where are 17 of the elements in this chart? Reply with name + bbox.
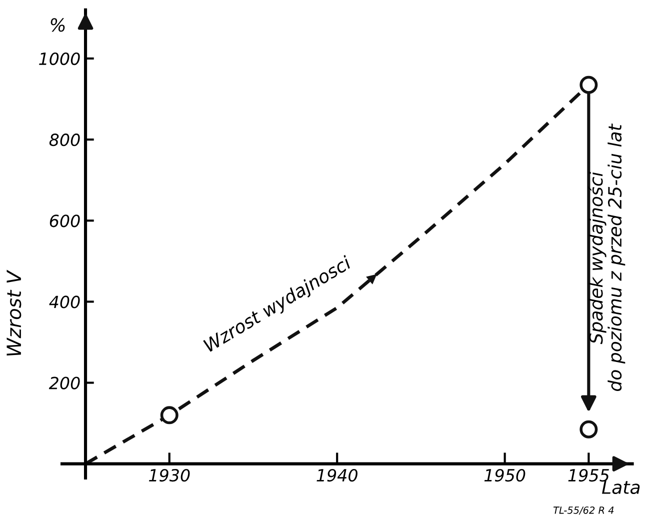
x-tick-label: 1930 <box>148 468 190 482</box>
x-axis-title: Lata <box>602 480 640 494</box>
x-tick-label: 1955 <box>568 468 609 482</box>
point <box>580 420 598 438</box>
y-tick-label: 600 <box>50 214 80 228</box>
annotation: Spadek wydajności do poziomu z przed 25-ciu lat <box>588 124 626 392</box>
point <box>160 406 178 424</box>
x-tick-label: 1950 <box>484 468 526 482</box>
annotation: % <box>50 18 65 32</box>
point <box>580 76 598 94</box>
y-tick-label: 800 <box>49 134 80 146</box>
text: TL-55/62 R 4 <box>553 506 614 515</box>
x-tick-label: 1940 <box>316 468 358 482</box>
y-tick-label: 1000 <box>39 52 80 66</box>
y-axis-title: Wzrost V <box>6 270 22 356</box>
y-tick-label: 200 <box>48 376 80 390</box>
y-tick-label: 400 <box>49 296 80 308</box>
